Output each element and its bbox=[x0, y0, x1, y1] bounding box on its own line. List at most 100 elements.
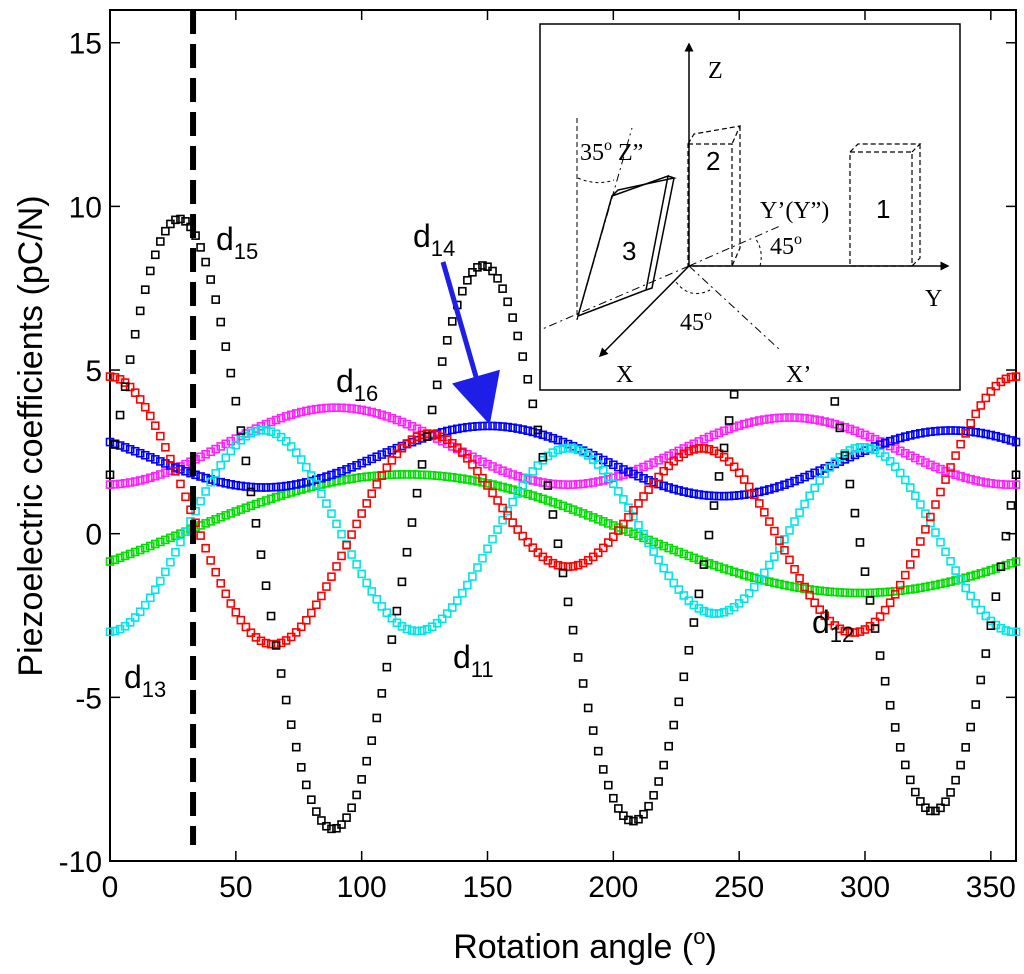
point-d14 bbox=[216, 477, 226, 487]
point-d16 bbox=[654, 456, 663, 465]
point-d13 bbox=[785, 526, 794, 535]
point-d12 bbox=[206, 517, 215, 526]
point-d12 bbox=[176, 529, 185, 538]
point-d15 bbox=[508, 313, 517, 322]
point-d13 bbox=[694, 604, 704, 613]
point-d14 bbox=[996, 433, 1006, 442]
point-d15 bbox=[402, 547, 412, 557]
point-d12 bbox=[307, 482, 316, 492]
point-d15 bbox=[412, 488, 422, 498]
point-d11 bbox=[805, 590, 814, 600]
point-d11 bbox=[976, 401, 986, 410]
point-d12 bbox=[120, 551, 130, 561]
point-d15 bbox=[905, 775, 915, 785]
point-d16 bbox=[397, 417, 407, 427]
point-d11 bbox=[926, 512, 935, 522]
point-d12 bbox=[296, 485, 306, 494]
point-d12 bbox=[739, 570, 749, 580]
point-d16 bbox=[981, 478, 991, 487]
plate-2-top bbox=[687, 125, 742, 267]
point-d13 bbox=[533, 461, 543, 470]
point-d16 bbox=[211, 444, 220, 454]
point-d16 bbox=[246, 426, 256, 436]
point-d12 bbox=[845, 588, 855, 598]
point-d11 bbox=[140, 402, 150, 412]
point-d12 bbox=[533, 492, 543, 502]
point-d16 bbox=[578, 479, 588, 489]
point-d13 bbox=[619, 495, 628, 504]
point-d15 bbox=[156, 237, 165, 246]
point-d16 bbox=[558, 480, 568, 489]
point-d13 bbox=[860, 442, 870, 452]
point-d11 bbox=[397, 443, 407, 453]
point-d12 bbox=[835, 588, 845, 597]
point-d13 bbox=[130, 613, 140, 622]
point-d12 bbox=[156, 537, 165, 547]
inset-label-z: Z bbox=[708, 58, 723, 84]
point-d11 bbox=[427, 429, 437, 439]
point-d15 bbox=[130, 329, 140, 339]
point-d14 bbox=[890, 435, 900, 444]
point-d16 bbox=[911, 453, 920, 463]
point-d11 bbox=[568, 562, 578, 571]
point-d13 bbox=[352, 560, 361, 569]
point-d14 bbox=[704, 491, 714, 500]
point-d15 bbox=[397, 577, 407, 587]
point-d12 bbox=[166, 533, 175, 543]
point-d16 bbox=[649, 458, 658, 467]
point-d12 bbox=[493, 481, 502, 491]
point-d13 bbox=[488, 534, 497, 544]
point-d15 bbox=[870, 624, 880, 633]
point-d13 bbox=[770, 552, 779, 561]
point-d16 bbox=[216, 442, 226, 451]
point-d12 bbox=[609, 521, 618, 530]
point-d12 bbox=[301, 483, 311, 493]
point-d14 bbox=[699, 490, 709, 500]
point-d13 bbox=[1011, 627, 1021, 637]
point-d14 bbox=[921, 428, 930, 437]
point-d11 bbox=[468, 460, 477, 469]
point-d11 bbox=[855, 627, 865, 636]
point-d16 bbox=[765, 414, 774, 424]
point-d16 bbox=[387, 413, 397, 423]
point-d15 bbox=[135, 306, 145, 316]
point-d15 bbox=[196, 243, 205, 252]
point-d11 bbox=[880, 605, 890, 615]
x-tick-label: 50 bbox=[219, 871, 252, 904]
point-d11 bbox=[956, 439, 965, 449]
point-d14 bbox=[196, 472, 205, 481]
point-d16 bbox=[312, 404, 321, 414]
point-d15 bbox=[709, 501, 719, 510]
point-d16 bbox=[895, 446, 905, 456]
point-d12 bbox=[246, 501, 256, 511]
point-d14 bbox=[780, 480, 789, 490]
point-d13 bbox=[568, 444, 578, 453]
point-d16 bbox=[936, 464, 945, 474]
angle-arc-z bbox=[577, 177, 615, 184]
point-d15 bbox=[256, 550, 266, 559]
plate-1-top bbox=[849, 143, 922, 267]
point-d12 bbox=[226, 509, 236, 518]
point-d13 bbox=[417, 626, 427, 635]
point-d15 bbox=[458, 286, 467, 296]
point-d16 bbox=[659, 453, 668, 463]
point-d11 bbox=[694, 444, 704, 453]
point-d15 bbox=[588, 726, 598, 735]
point-d13 bbox=[629, 512, 638, 521]
point-d12 bbox=[251, 499, 261, 509]
point-d11 bbox=[946, 463, 955, 472]
point-d15 bbox=[659, 760, 668, 770]
d14-arrow bbox=[440, 261, 500, 425]
point-d11 bbox=[432, 430, 442, 440]
point-d11 bbox=[875, 612, 885, 621]
point-d11 bbox=[679, 449, 689, 459]
point-d11 bbox=[196, 531, 205, 540]
point-d11 bbox=[221, 589, 231, 599]
point-d15 bbox=[533, 425, 543, 435]
point-d13 bbox=[805, 491, 814, 501]
point-d12 bbox=[548, 497, 558, 507]
point-d16 bbox=[281, 412, 291, 421]
point-d11 bbox=[291, 628, 301, 637]
point-d11 bbox=[161, 443, 170, 452]
point-d16 bbox=[156, 470, 165, 479]
